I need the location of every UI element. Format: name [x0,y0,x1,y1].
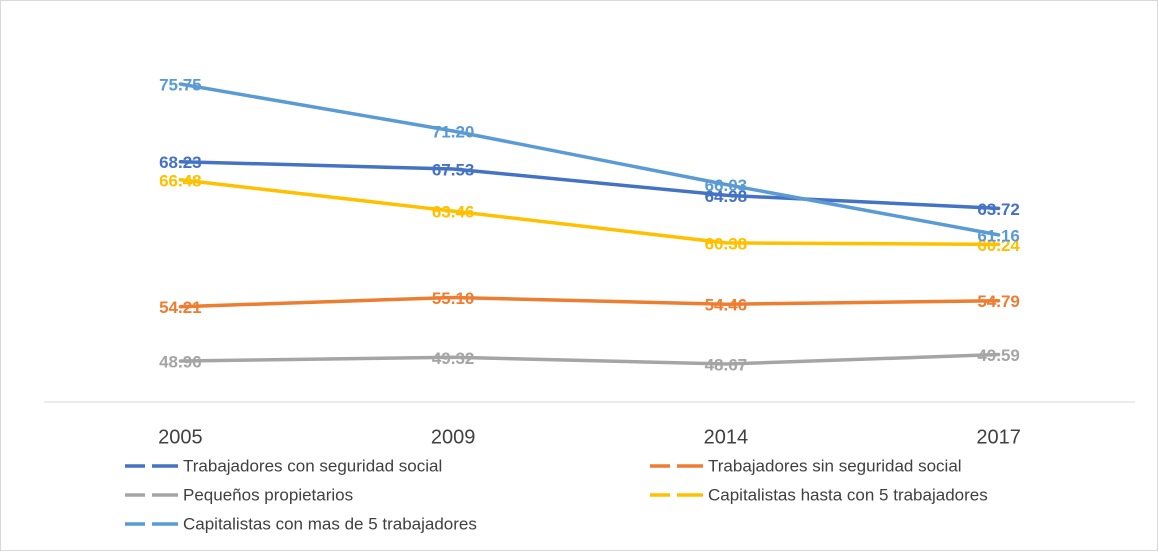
series-line [178,295,1001,309]
data-label: 63.46 [432,203,475,222]
data-label: 64.98 [705,187,748,206]
x-tick-label: 2005 [158,426,203,448]
data-label: 55.10 [432,289,475,308]
data-label: 66.03 [705,176,748,195]
data-label: 60.24 [977,236,1020,255]
data-label: 54.79 [977,292,1020,311]
data-label: 71.20 [432,123,475,142]
x-tick-label: 2014 [704,426,749,448]
series-line [178,178,1001,247]
legend-label: Trabajadores con seguridad social [183,456,442,475]
data-label: 54.21 [159,298,202,317]
series-line [178,159,1001,211]
series-line [178,82,1001,237]
data-label: 63.72 [977,200,1020,219]
data-label: 54.46 [705,296,748,315]
legend-label: Capitalistas con mas de 5 trabajadores [183,514,477,533]
legend-label: Capitalistas hasta con 5 trabajadores [708,485,988,504]
data-label: 48.96 [159,353,202,372]
legend-label: Trabajadores sin seguridad social [708,456,962,475]
data-label: 67.53 [432,160,475,179]
data-label: 66.48 [159,171,202,190]
series-line [178,352,1001,366]
data-label: 75.75 [159,75,202,94]
legend-label: Pequeños propietarios [183,485,353,504]
x-tick-label: 2009 [431,426,476,448]
data-label: 49.59 [977,346,1020,365]
data-label: 68.23 [159,153,202,172]
x-tick-label: 2017 [976,426,1021,448]
data-label: 48.67 [705,356,748,375]
data-label: 60.38 [705,234,748,253]
data-label: 61.16 [977,226,1020,245]
data-label: 49.32 [432,349,475,368]
